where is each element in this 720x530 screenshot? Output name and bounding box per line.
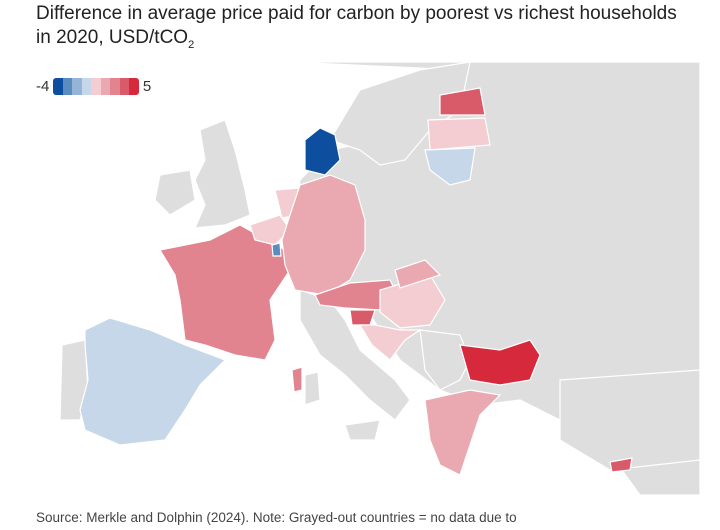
- legend-swatch: [53, 78, 63, 95]
- source-note: Source: Merkle and Dolphin (2024). Note:…: [36, 510, 517, 525]
- legend-swatch: [81, 78, 92, 95]
- legend-color-bar: [53, 78, 139, 95]
- country-uk: [194, 119, 251, 229]
- country-estonia: [439, 87, 486, 116]
- country-bulgaria: [459, 339, 541, 386]
- legend-swatch: [110, 78, 120, 95]
- legend-swatch: [91, 78, 101, 95]
- legend-swatch: [62, 78, 73, 95]
- country-balkans: [419, 329, 471, 391]
- country-croatia: [358, 324, 422, 361]
- legend-swatch: [119, 78, 130, 95]
- legend-swatch: [129, 78, 139, 95]
- country-italy: [299, 289, 411, 421]
- country-cyprus: [609, 457, 633, 473]
- country-corsica: [291, 366, 303, 393]
- country-turkey: [559, 369, 700, 471]
- country-denmark: [304, 127, 341, 176]
- country-greece: [424, 389, 502, 476]
- color-legend: -4 5: [36, 78, 151, 95]
- country-slovakia: [394, 259, 442, 289]
- legend-swatch: [100, 78, 111, 95]
- country-lithuania: [424, 147, 476, 186]
- legend-min-label: -4: [36, 78, 50, 95]
- chart-title: Difference in average price paid for car…: [36, 3, 677, 51]
- country-ireland: [154, 169, 196, 216]
- legend-max-label: 5: [142, 78, 152, 95]
- country-sardinia: [304, 371, 321, 406]
- country-luxembourg: [271, 242, 282, 257]
- legend-swatch: [72, 78, 82, 95]
- europe-map: [59, 62, 700, 496]
- country-france: [159, 224, 291, 361]
- country-slovenia: [349, 309, 376, 326]
- country-latvia: [427, 117, 491, 151]
- country-sicily: [344, 419, 381, 441]
- country-spain: [79, 317, 227, 446]
